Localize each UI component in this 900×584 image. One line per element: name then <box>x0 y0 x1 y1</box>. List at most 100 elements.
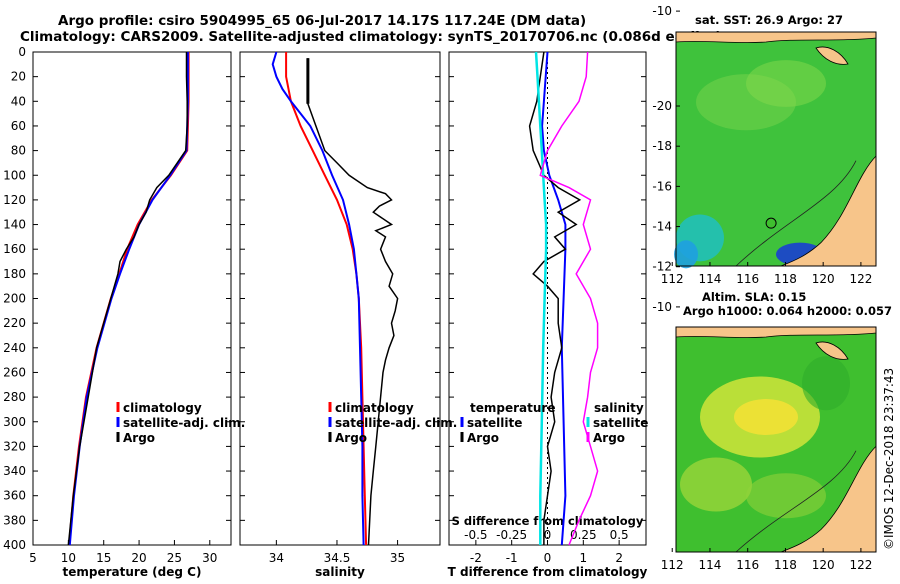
sla-map-x-tick-label: 114 <box>699 558 722 572</box>
salinity-xlabel: salinity <box>315 565 365 579</box>
sst-map-x-tick-label: 120 <box>812 272 835 286</box>
temp-legend-argo: Argo <box>123 431 155 445</box>
diff-legend-salinity-title: salinity <box>594 401 644 415</box>
diff-legend-t-argo: Argo <box>467 431 499 445</box>
sla-map-y-tick-label: -16 <box>652 179 672 193</box>
diff-legend-s-satellite: satellite <box>593 416 648 430</box>
sla-map-x-tick-label: 112 <box>661 558 684 572</box>
depth-tick-label: 120 <box>3 193 26 207</box>
sla-map-x-tick-label: 120 <box>812 558 835 572</box>
depth-tick-label: 260 <box>3 365 26 379</box>
sla-map-y-tick-label: -10 <box>652 300 672 314</box>
diff-s-satellite-line <box>534 51 548 545</box>
sla-map-y-tick-label: -20 <box>652 99 672 113</box>
diff-x-tick-label: 2 <box>615 551 623 565</box>
temp-climatology-line <box>68 52 190 546</box>
title-line-2: Climatology: CARS2009. Satellite-adjuste… <box>20 29 722 45</box>
sst-map <box>671 10 877 269</box>
sst-map-land-north <box>675 31 877 43</box>
diff-x-tick-label: -2 <box>470 551 482 565</box>
salinity-axes <box>239 51 441 546</box>
difference-xlabel: T difference from climatology <box>448 565 648 579</box>
temp-legend-climatology: climatology <box>123 401 202 415</box>
sst-map-x-tick-label: 118 <box>774 272 797 286</box>
depth-tick-label: 60 <box>11 119 26 133</box>
sst-map-x-tick-label: 116 <box>736 272 759 286</box>
diff-legend-t-satellite: satellite <box>467 416 522 430</box>
temp-x-tick-label: 5 <box>29 551 37 565</box>
diff-s-tick-label: 0.5 <box>610 528 629 542</box>
diff-s-argo-line <box>539 51 599 546</box>
temperature-xlabel: temperature (deg C) <box>63 565 202 579</box>
sal-x-tick-label: 35 <box>390 551 405 565</box>
sla-map-title-1: Altim. SLA: 0.15 <box>702 290 806 304</box>
sla-map-frame <box>675 326 877 553</box>
sla-map-field <box>680 457 752 512</box>
sla-map-title-2: Argo h1000: 0.064 h2000: 0.057 <box>683 304 892 318</box>
sal-climatology-line <box>285 52 368 546</box>
depth-tick-label: 20 <box>11 70 26 84</box>
depth-tick-label: 200 <box>3 292 26 306</box>
sla-map-y-tick-label: -18 <box>652 139 672 153</box>
temp-x-tick-label: 20 <box>131 551 146 565</box>
sst-map-contour <box>735 160 857 267</box>
temp-legend-satellite: satellite-adj. clim. <box>123 416 245 430</box>
depth-tick-label: 0 <box>18 45 26 59</box>
sla-map-field <box>746 473 826 519</box>
sla-map-argo-location <box>765 217 777 229</box>
diff-legend-s-argo: Argo <box>593 431 625 445</box>
temp-x-tick-label: 30 <box>202 551 217 565</box>
depth-tick-label: 140 <box>3 218 26 232</box>
temp-satellite-line <box>68 52 189 546</box>
sst-map-frame <box>675 31 877 267</box>
diff-legend-temperature-title: temperature <box>470 401 555 415</box>
temp-x-tick-label: 15 <box>96 551 111 565</box>
sla-map-x-tick-label: 118 <box>774 558 797 572</box>
depth-tick-label: 340 <box>3 464 26 478</box>
depth-tick-label: 280 <box>3 390 26 404</box>
sst-map-field <box>746 60 826 107</box>
depth-tick-label: 400 <box>3 538 26 552</box>
sal-satellite-line <box>271 51 365 546</box>
sla-map <box>671 105 877 553</box>
sla-map-field <box>802 356 850 411</box>
depth-tick-label: 180 <box>3 267 26 281</box>
diff-x-tick-label: -1 <box>506 551 518 565</box>
temperature-axes <box>32 51 232 546</box>
sla-map-land-north <box>675 326 877 338</box>
sal-legend-climatology: climatology <box>335 401 414 415</box>
sst-map-x-tick-label: 114 <box>699 272 722 286</box>
sla-map-y-tick-label: -12 <box>652 260 672 274</box>
sst-map-island <box>815 46 849 65</box>
temp-x-tick-label: 25 <box>167 551 182 565</box>
depth-tick-label: 40 <box>11 94 26 108</box>
diff-x-tick-label: 1 <box>579 551 587 565</box>
depth-tick-label: 240 <box>3 341 26 355</box>
diff-x-tick-label: 0 <box>544 551 552 565</box>
sla-map-x-tick-label: 116 <box>736 558 759 572</box>
sst-map-title: sat. SST: 26.9 Argo: 27 <box>695 13 843 27</box>
sla-map-x-tick-label: 122 <box>849 558 872 572</box>
sst-map-x-tick-label: 122 <box>849 272 872 286</box>
difference-s-label: S difference from climatology <box>452 514 644 528</box>
depth-tick-label: 100 <box>3 168 26 182</box>
sla-map-island <box>815 341 849 360</box>
sal-legend-argo: Argo <box>335 431 367 445</box>
side-stamp: ©IMOS 12-Dec-2018 23:37:43 <box>882 368 896 550</box>
sal-argo-line <box>307 58 399 546</box>
depth-tick-label: 80 <box>11 144 26 158</box>
sla-map-contour <box>735 450 857 553</box>
temp-x-tick-label: 10 <box>61 551 76 565</box>
diff-s-tick-label: -0.5 <box>464 528 487 542</box>
diff-s-tick-label: -0.25 <box>496 528 527 542</box>
sal-x-tick-label: 34.5 <box>324 551 351 565</box>
sla-map-y-tick-label: -14 <box>652 220 672 234</box>
sal-x-tick-label: 34 <box>269 551 284 565</box>
diff-t-argo-line <box>528 51 582 545</box>
diff-s-tick-label: 0 <box>544 528 552 542</box>
depth-tick-label: 300 <box>3 415 26 429</box>
sst-map-field <box>674 240 698 269</box>
depth-tick-label: 220 <box>3 316 26 330</box>
depth-tick-label: 360 <box>3 489 26 503</box>
